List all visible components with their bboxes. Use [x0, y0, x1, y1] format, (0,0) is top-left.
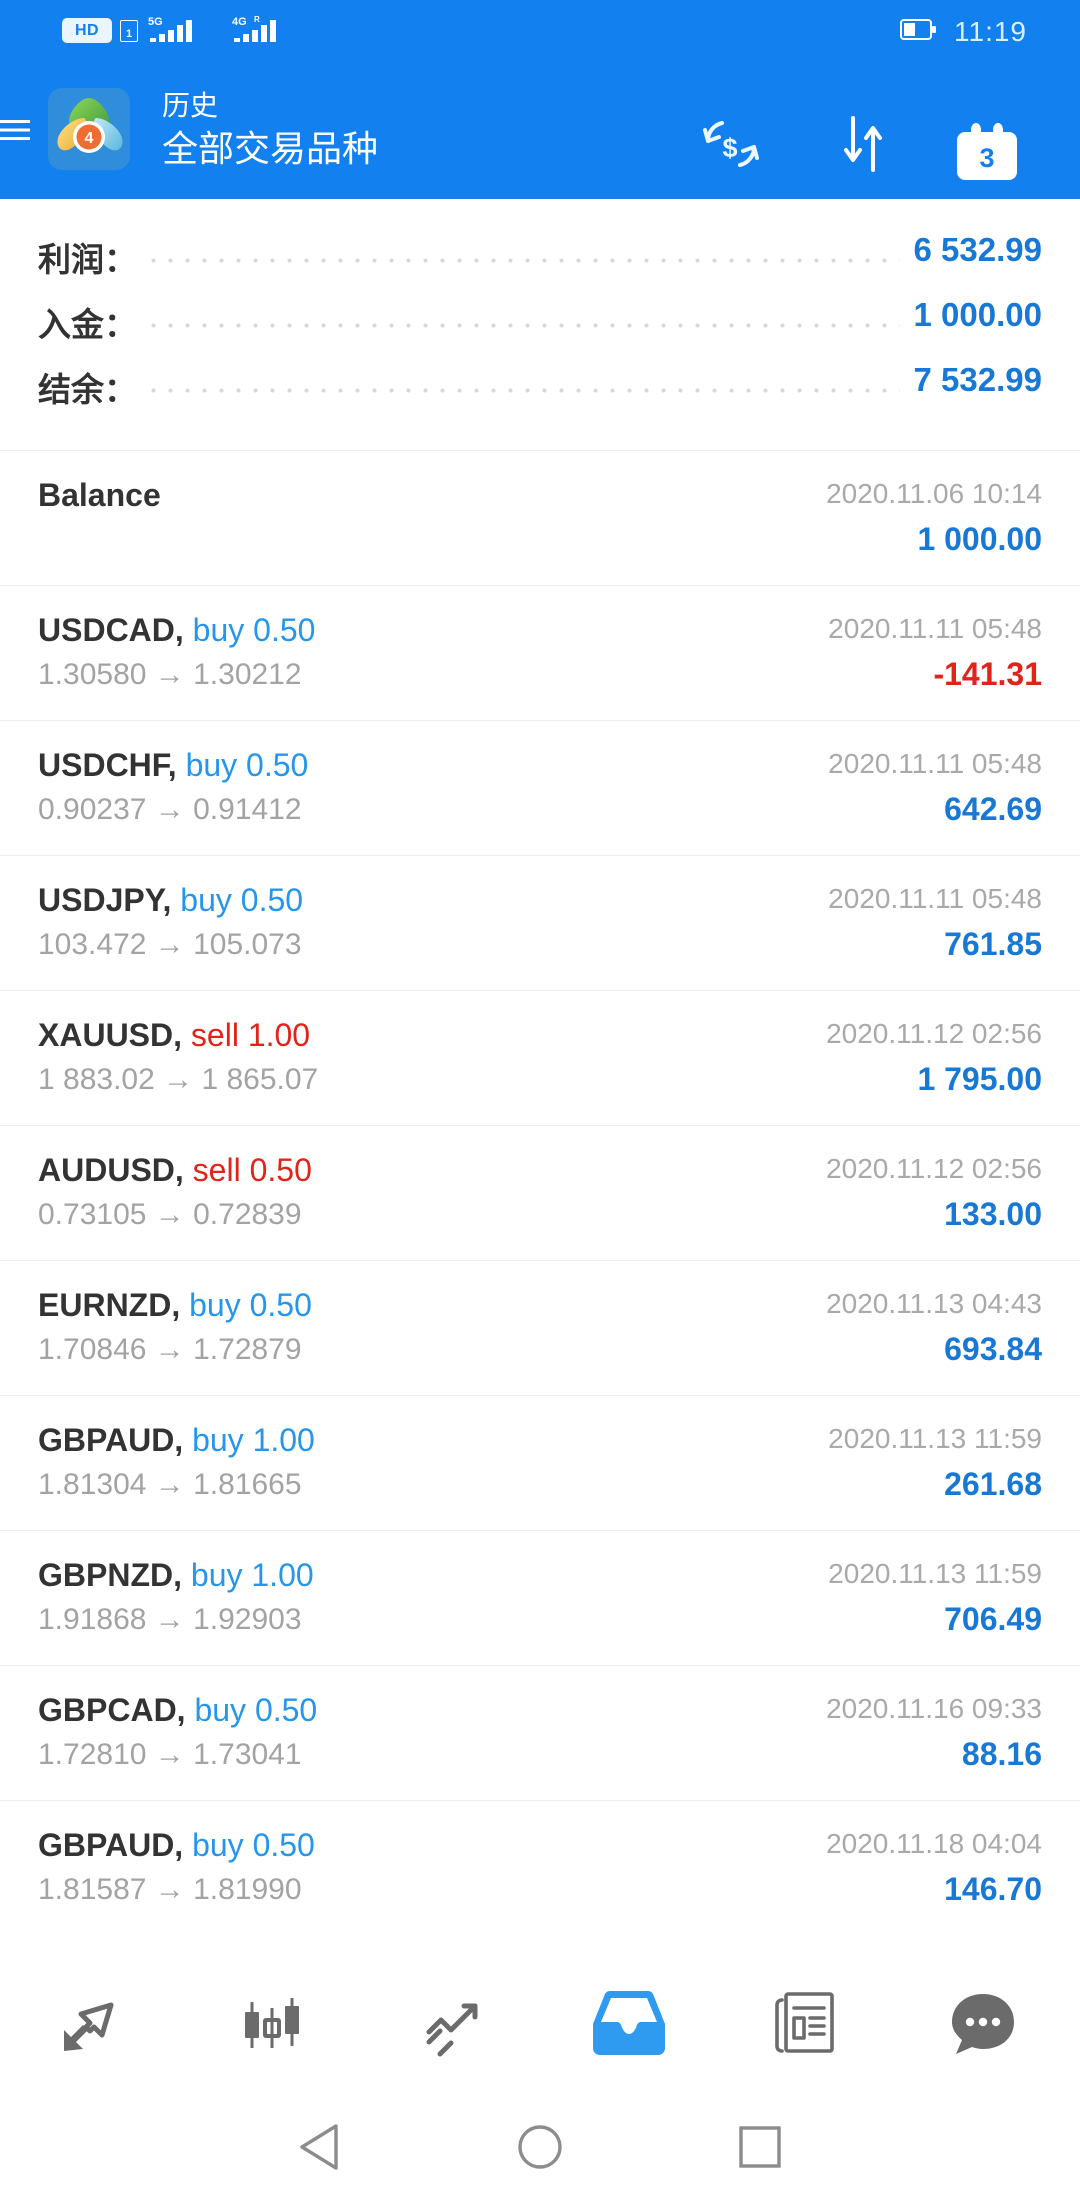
svg-text:4G: 4G: [232, 16, 247, 28]
svg-text:3: 3: [979, 143, 994, 173]
svg-text:$: $: [722, 133, 737, 163]
svg-text:5G: 5G: [148, 16, 163, 28]
svg-text:4: 4: [85, 130, 94, 147]
svg-text:R: R: [254, 15, 260, 24]
